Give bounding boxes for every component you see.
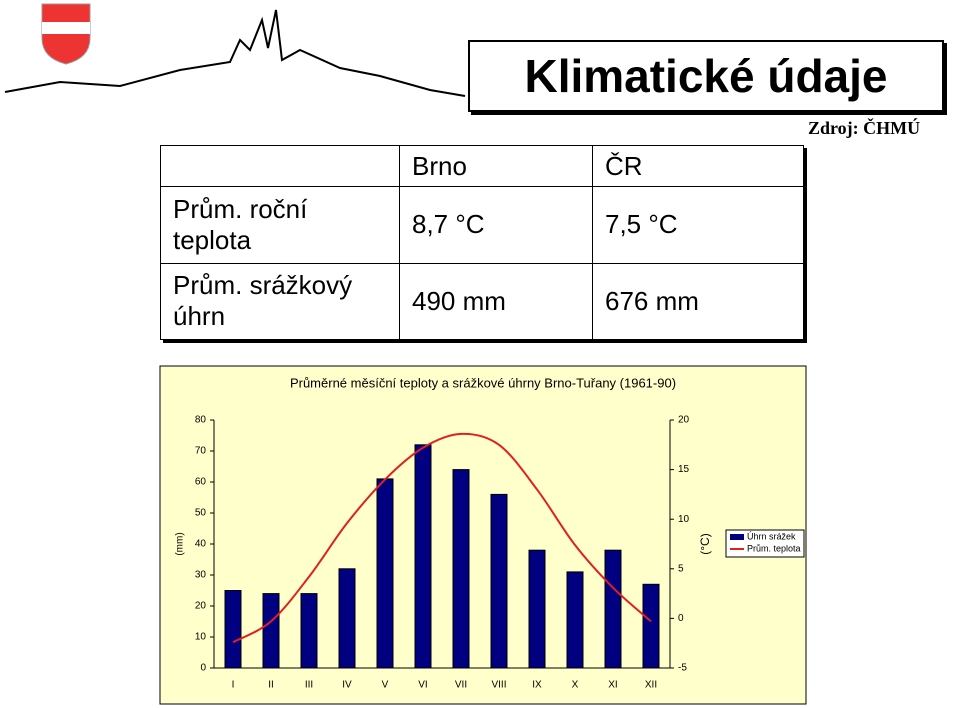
y2-label: (°C) bbox=[698, 533, 712, 554]
bar bbox=[604, 549, 622, 669]
legend-label: Prům. teplota bbox=[747, 543, 801, 553]
y2-tick-label: 20 bbox=[678, 415, 690, 426]
bar bbox=[566, 571, 584, 669]
x-tick-label: V bbox=[382, 680, 389, 691]
summary-table: Brno ČR Prům. roční teplota 8,7 °C 7,5 °C P… bbox=[160, 145, 804, 340]
bar bbox=[262, 593, 280, 669]
x-tick-label: X bbox=[572, 680, 579, 691]
y2-tick-label: 0 bbox=[678, 613, 684, 624]
x-tick-label: IV bbox=[342, 680, 352, 691]
bar bbox=[452, 469, 470, 669]
x-tick-label: IX bbox=[532, 680, 542, 691]
legend bbox=[725, 529, 805, 558]
y-tick-label: 50 bbox=[195, 508, 207, 519]
y-tick-label: 0 bbox=[200, 663, 206, 674]
bar bbox=[528, 549, 546, 669]
x-tick-label: VIII bbox=[491, 680, 506, 691]
row-label: Prům. roční teplota bbox=[160, 186, 400, 264]
y-label: (mm) bbox=[175, 532, 186, 555]
y-tick-label: 70 bbox=[195, 446, 207, 457]
y-tick-label: 20 bbox=[195, 601, 207, 612]
x-tick-label: III bbox=[305, 680, 313, 691]
cell: 8,7 °C bbox=[399, 186, 593, 264]
legend-swatch bbox=[730, 534, 744, 540]
source: Zdroj: ČHMÚ bbox=[808, 118, 921, 138]
x-tick-label: VI bbox=[418, 680, 427, 691]
skyline bbox=[4, 9, 466, 97]
bar bbox=[414, 444, 432, 669]
x-tick-label: II bbox=[268, 680, 274, 691]
y-tick-label: 80 bbox=[195, 415, 207, 426]
th: Brno bbox=[399, 145, 593, 187]
chart-frame bbox=[159, 365, 807, 705]
y-tick-label: 60 bbox=[195, 477, 207, 488]
header-art bbox=[4, 3, 466, 97]
y-tick-label: 30 bbox=[195, 570, 207, 581]
x-tick-label: XI bbox=[608, 680, 617, 691]
y-tick-label: 40 bbox=[195, 539, 207, 550]
x-tick-label: VII bbox=[455, 680, 467, 691]
cell: 490 mm bbox=[399, 262, 593, 340]
y2-tick-label: 10 bbox=[678, 514, 690, 525]
title: Klimatické údaje bbox=[468, 40, 944, 112]
x-tick-label: I bbox=[232, 680, 235, 691]
chart-title: Průměrné měsíční teploty a srážkové úhrn… bbox=[290, 375, 676, 390]
bar bbox=[642, 583, 660, 669]
y2-tick-label: -5 bbox=[678, 663, 687, 674]
cell: 676 mm bbox=[592, 262, 804, 340]
bar bbox=[490, 493, 508, 669]
y2-tick-label: 5 bbox=[678, 563, 684, 574]
line bbox=[232, 432, 652, 644]
bar bbox=[300, 593, 318, 669]
row-label: Prům. srážkový úhrn bbox=[160, 262, 400, 340]
bar bbox=[338, 568, 356, 669]
y-tick-label: 10 bbox=[195, 632, 207, 643]
coat-stripe bbox=[42, 22, 90, 34]
bar bbox=[224, 590, 242, 669]
cell: 7,5 °C bbox=[592, 186, 804, 264]
bar bbox=[376, 478, 394, 669]
x-tick-label: XII bbox=[645, 680, 657, 691]
legend-label: Úhrn srážek bbox=[747, 531, 796, 541]
th: ČR bbox=[592, 145, 804, 187]
y2-tick-label: 15 bbox=[678, 464, 690, 475]
